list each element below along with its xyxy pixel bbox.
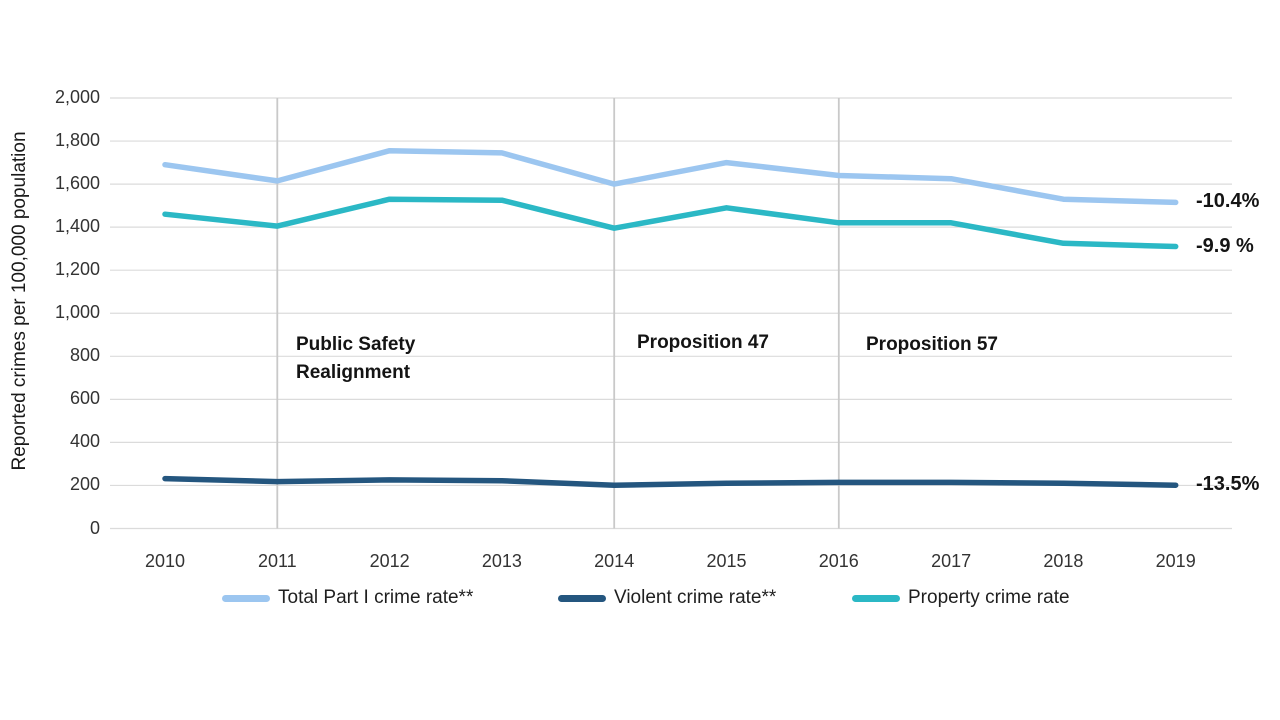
legend: Total Part I crime rate** Violent crime … <box>0 584 1280 612</box>
legend-label: Total Part I crime rate** <box>278 587 474 608</box>
y-tick-800: 800 <box>69 345 100 366</box>
series-line-0 <box>162 147 1179 206</box>
x-tick-2019: 2019 <box>1155 551 1196 571</box>
x-tick-2012: 2012 <box>369 551 410 571</box>
annotation-proposition-57: Proposition 57 <box>866 334 998 355</box>
series-line-1 <box>162 475 1179 488</box>
y-tick-0: 0 <box>89 517 100 538</box>
y-tick-2000: 2,000 <box>54 87 100 107</box>
x-tick-2014: 2014 <box>594 551 635 571</box>
y-tick-1400: 1,400 <box>54 216 100 237</box>
end-label-violent: -13.5% <box>1196 473 1260 496</box>
series-line-2 <box>162 196 1179 250</box>
y-tick-1200: 1,200 <box>54 259 100 280</box>
annotation-proposition-47: Proposition 47 <box>637 332 769 353</box>
annotation-public-safety-realignment: Public Safety Realignment <box>296 331 415 387</box>
x-tick-2016: 2016 <box>818 551 859 571</box>
x-tick-2017: 2017 <box>931 551 972 571</box>
x-tick-2018: 2018 <box>1043 551 1084 571</box>
property-swatch-icon <box>852 594 900 602</box>
y-tick-400: 400 <box>69 431 100 452</box>
y-tick-1800: 1,800 <box>54 130 100 151</box>
x-tick-2011: 2011 <box>257 551 297 571</box>
end-label-property: -9.9 % <box>1196 234 1254 257</box>
legend-item-violent: Violent crime rate** <box>558 584 776 612</box>
total-part1-swatch-icon <box>222 594 270 602</box>
annotation-line: Public Safety <box>296 334 416 355</box>
legend-item-property: Property crime rate <box>852 584 1070 612</box>
annotation-line: Realignment <box>296 362 411 383</box>
end-label-total-part1: -10.4% <box>1196 190 1260 213</box>
y-tick-200: 200 <box>69 474 100 495</box>
legend-item-total-part1: Total Part I crime rate** <box>222 584 473 612</box>
x-tick-2013: 2013 <box>481 551 522 571</box>
y-tick-1600: 1,600 <box>54 173 100 194</box>
x-tick-2010: 2010 <box>144 551 186 571</box>
x-tick-2015: 2015 <box>706 551 747 571</box>
legend-label: Violent crime rate** <box>614 587 777 608</box>
violent-swatch-icon <box>558 594 606 602</box>
y-tick-1000: 1,000 <box>54 302 100 323</box>
legend-label: Property crime rate <box>908 587 1070 608</box>
y-tick-600: 600 <box>69 388 100 409</box>
